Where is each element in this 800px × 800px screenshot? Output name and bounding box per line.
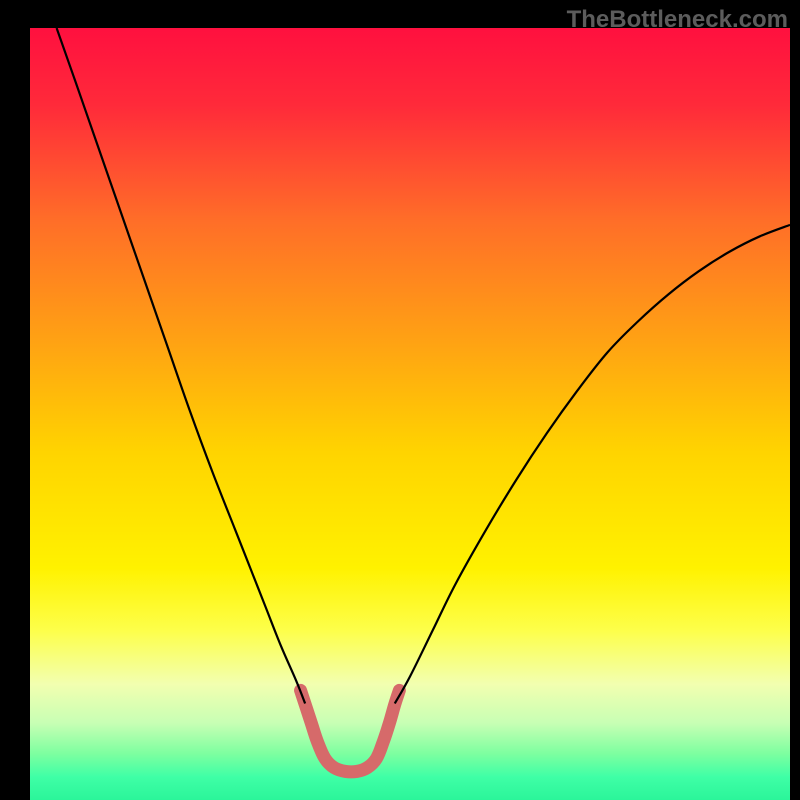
watermark-text: TheBottleneck.com — [567, 6, 788, 34]
series-left-descent — [57, 28, 306, 704]
series-right-ascent — [395, 225, 790, 704]
series-valley-highlight — [301, 690, 400, 772]
chart-canvas: TheBottleneck.com — [0, 0, 800, 800]
plot-area — [30, 28, 790, 800]
curves-svg — [30, 28, 790, 800]
